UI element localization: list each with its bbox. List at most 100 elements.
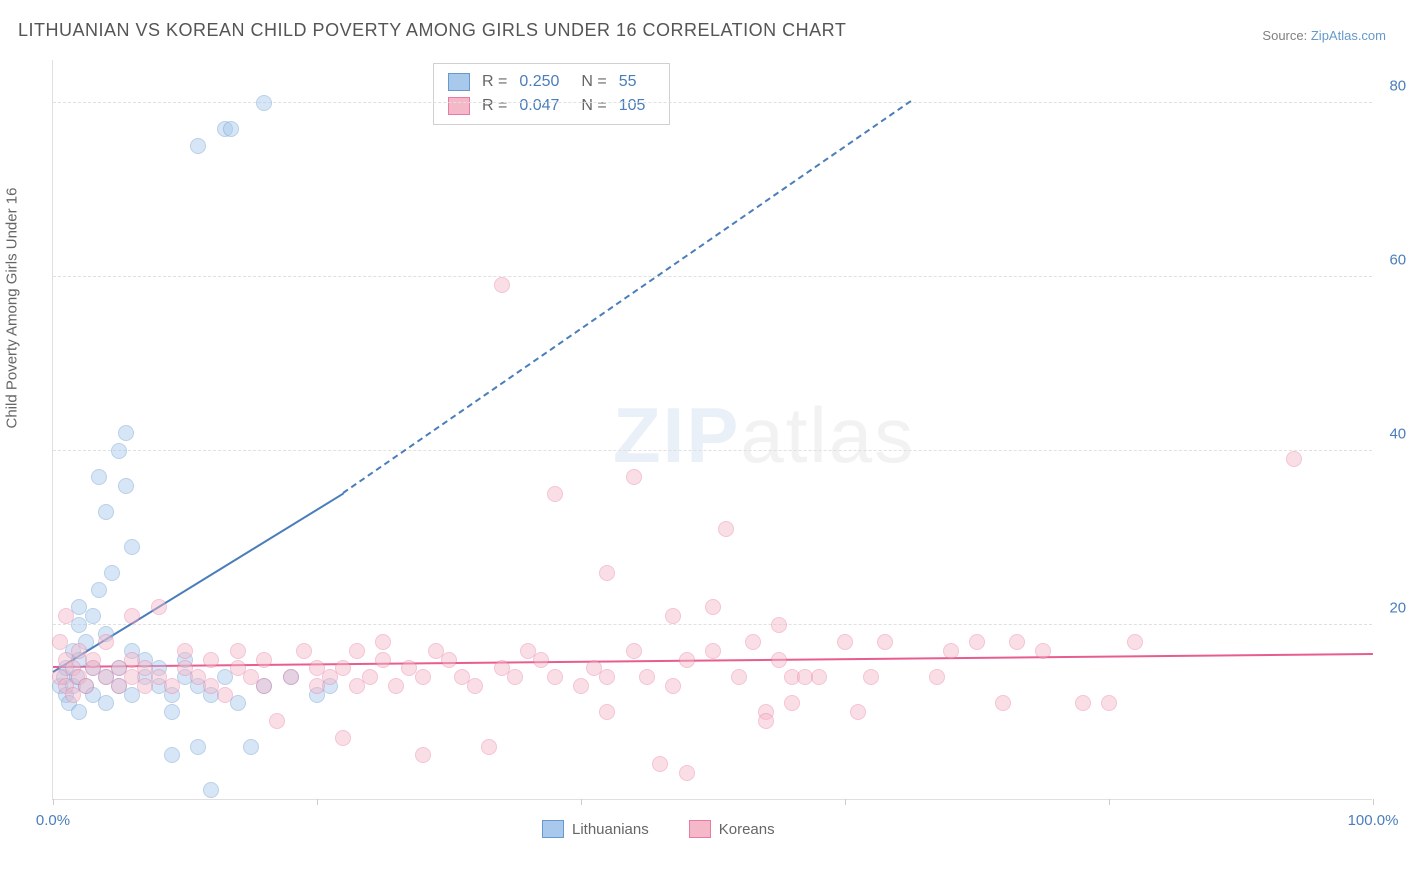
data-point [362,669,378,685]
data-point [375,652,391,668]
legend-item-lithuanians: Lithuanians [542,820,649,838]
data-point [850,704,866,720]
data-point [98,504,114,520]
data-point [745,634,761,650]
data-point [599,704,615,720]
data-point [599,669,615,685]
data-point [507,669,523,685]
x-tick-label: 100.0% [1348,812,1399,829]
data-point [177,643,193,659]
source-label: Source: [1262,28,1307,43]
data-point [71,704,87,720]
data-point [1009,634,1025,650]
chart-title: LITHUANIAN VS KOREAN CHILD POVERTY AMONG… [18,20,846,41]
y-tick-label: 60.0% [1389,251,1406,268]
data-point [151,599,167,615]
data-point [256,678,272,694]
data-point [679,765,695,781]
watermark: ZIPatlas [613,390,915,481]
data-point [758,713,774,729]
data-point [164,704,180,720]
data-point [1075,695,1091,711]
r-label: R = [482,70,507,94]
r-label: R = [482,94,507,118]
data-point [104,565,120,581]
legend-row-koreans: R = 0.047 N = 105 [448,94,655,118]
data-point [85,608,101,624]
data-point [1035,643,1051,659]
data-point [705,643,721,659]
data-point [85,652,101,668]
x-tick [1109,799,1110,805]
data-point [943,643,959,659]
data-point [467,678,483,694]
data-point [877,634,893,650]
n-value-koreans: 105 [619,94,646,118]
data-point [335,660,351,676]
x-tick [581,799,582,805]
data-point [98,634,114,650]
data-point [1286,451,1302,467]
gridline [53,276,1372,277]
x-tick [317,799,318,805]
data-point [203,652,219,668]
data-point [718,521,734,537]
n-label: N = [581,70,606,94]
data-point [533,652,549,668]
data-point [441,652,457,668]
data-point [118,478,134,494]
data-point [995,695,1011,711]
swatch-koreans [448,97,470,115]
legend-item-koreans: Koreans [689,820,775,838]
source-link[interactable]: ZipAtlas.com [1311,28,1386,43]
data-point [731,669,747,685]
source-attribution: Source: ZipAtlas.com [1262,28,1386,43]
x-tick-label: 0.0% [36,812,70,829]
data-point [190,739,206,755]
data-point [771,617,787,633]
data-point [296,643,312,659]
data-point [626,469,642,485]
data-point [111,443,127,459]
data-point [573,678,589,694]
data-point [375,634,391,650]
series-legend: Lithuanians Koreans [542,820,775,838]
data-point [118,425,134,441]
data-point [679,652,695,668]
data-point [283,669,299,685]
data-point [547,669,563,685]
watermark-zip: ZIP [613,391,740,479]
trend-line [343,101,912,494]
data-point [217,687,233,703]
data-point [230,695,246,711]
data-point [652,756,668,772]
data-point [705,599,721,615]
data-point [494,277,510,293]
data-point [665,678,681,694]
data-point [771,652,787,668]
data-point [929,669,945,685]
watermark-atlas: atlas [740,391,915,479]
data-point [256,95,272,111]
y-tick-label: 40.0% [1389,425,1406,442]
data-point [481,739,497,755]
data-point [547,486,563,502]
data-point [415,747,431,763]
data-point [91,582,107,598]
data-point [1127,634,1143,650]
swatch-koreans-icon [689,820,711,838]
x-tick [1373,799,1374,805]
y-axis-label: Child Poverty Among Girls Under 16 [4,188,21,429]
n-label: N = [581,94,606,118]
data-point [230,643,246,659]
data-point [969,634,985,650]
x-tick [845,799,846,805]
data-point [164,747,180,763]
data-point [1101,695,1117,711]
legend-row-lithuanians: R = 0.250 N = 55 [448,70,655,94]
gridline [53,102,1372,103]
data-point [269,713,285,729]
data-point [626,643,642,659]
n-value-lithuanians: 55 [619,70,637,94]
gridline [53,450,1372,451]
